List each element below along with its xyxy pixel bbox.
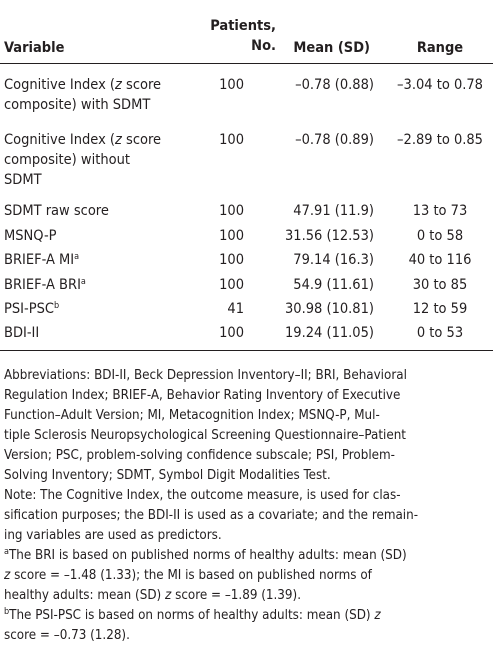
sup: a xyxy=(74,252,80,262)
text: SDMT raw score xyxy=(4,203,109,219)
cell-patients: 100 xyxy=(219,203,244,219)
text: healthy adults: mean (SD) xyxy=(4,588,166,603)
line: Note: The Cognitive Index, the outcome m… xyxy=(4,488,401,503)
sup: b xyxy=(53,301,60,311)
text: BRIEF-A BRI xyxy=(4,277,81,293)
text: score = –1.89 (1.39). xyxy=(171,588,301,603)
header-mean: Mean (SD) xyxy=(293,40,370,56)
text: SDMT xyxy=(4,172,42,188)
cell-mean: 54.9 (11.61) xyxy=(293,277,374,293)
line: bThe PSI-PSC is based on norms of health… xyxy=(4,606,490,626)
text: composite) without xyxy=(4,152,130,168)
footnote-b: bThe PSI-PSC is based on norms of health… xyxy=(4,606,490,646)
footnote-a: aThe BRI is based on published norms of … xyxy=(4,546,490,606)
cell-range: 13 to 73 xyxy=(412,203,468,219)
rule xyxy=(0,63,493,64)
cell-variable: PSI-PSCb xyxy=(4,299,59,319)
cell-mean: 31.56 (12.53) xyxy=(285,228,374,244)
text: Patients, xyxy=(210,18,276,34)
text: score = –1.48 (1.33); the MI is based on… xyxy=(10,568,372,583)
text: Cognitive Index ( xyxy=(4,77,116,93)
line: Solving Inventory; SDMT, Symbol Digit Mo… xyxy=(4,468,331,483)
line: score = –0.73 (1.28). xyxy=(4,626,490,646)
text: The BRI is based on published norms of h… xyxy=(8,548,407,563)
text: score = –0.73 (1.28). xyxy=(4,628,130,643)
cell-variable: BRIEF-A BRIa xyxy=(4,275,86,295)
text: Cognitive Index ( xyxy=(4,132,116,148)
italic: z xyxy=(4,568,11,583)
text: score xyxy=(121,132,162,148)
cell-mean: –0.78 (0.89) xyxy=(295,132,374,148)
sup: a xyxy=(80,277,86,287)
line: Version; PSC, problem-solving confidence… xyxy=(4,448,395,463)
cell-range: –2.89 to 0.85 xyxy=(397,132,483,148)
line: ing variables are used as predictors. xyxy=(4,528,222,543)
line: Regulation Index; BRIEF-A, Behavior Rati… xyxy=(4,388,401,403)
cell-variable: MSNQ-P xyxy=(4,226,57,246)
line: sification purposes; the BDI-II is used … xyxy=(4,508,419,523)
cell-variable: BRIEF-A MIa xyxy=(4,250,79,270)
text: score xyxy=(121,77,162,93)
cell-range: 0 to 58 xyxy=(416,228,464,244)
italic: z xyxy=(115,132,122,148)
cell-range: 0 to 53 xyxy=(416,325,464,341)
cell-mean: 30.98 (10.81) xyxy=(285,301,374,317)
line: Function–Adult Version; MI, Metacognitio… xyxy=(4,408,380,423)
cell-variable: SDMT raw score xyxy=(4,201,109,221)
text: PSI-PSC xyxy=(4,301,54,317)
sup: a xyxy=(4,547,9,557)
cell-mean: 79.14 (16.3) xyxy=(293,252,374,268)
text: MSNQ-P xyxy=(4,228,57,244)
text: The PSI-PSC is based on norms of healthy… xyxy=(9,608,375,623)
text: composite) with SDMT xyxy=(4,97,151,113)
cell-patients: 100 xyxy=(219,228,244,244)
cell-patients: 100 xyxy=(219,252,244,268)
note: Note: The Cognitive Index, the outcome m… xyxy=(4,486,490,546)
italic: z xyxy=(115,77,122,93)
header-patients: Patients, No. xyxy=(196,16,276,56)
cell-patients: 100 xyxy=(219,325,244,341)
cell-variable: Cognitive Index (z score composite) with … xyxy=(4,75,161,115)
cell-range: –3.04 to 0.78 xyxy=(397,77,483,93)
cell-range: 30 to 85 xyxy=(412,277,468,293)
cell-variable: BDI-II xyxy=(4,323,39,343)
notes: Abbreviations: BDI-II, Beck Depression I… xyxy=(4,366,490,646)
text: BDI-II xyxy=(4,325,40,341)
cell-mean: 19.24 (11.05) xyxy=(285,325,374,341)
italic: z xyxy=(374,608,381,623)
line: aThe BRI is based on published norms of … xyxy=(4,546,490,566)
cell-range: 12 to 59 xyxy=(412,301,468,317)
header-variable: Variable xyxy=(4,40,65,56)
abbreviations: Abbreviations: BDI-II, Beck Depression I… xyxy=(4,366,490,486)
cell-range: 40 to 116 xyxy=(408,252,472,268)
text: No. xyxy=(251,38,276,54)
cell-patients: 100 xyxy=(219,132,244,148)
cell-mean: –0.78 (0.88) xyxy=(295,77,374,93)
rule xyxy=(0,350,493,351)
cell-mean: 47.91 (11.9) xyxy=(293,203,374,219)
line: healthy adults: mean (SD) z score = –1.8… xyxy=(4,586,490,606)
header-range: Range xyxy=(416,40,464,56)
cell-variable: Cognitive Index (z score composite) witho… xyxy=(4,130,161,190)
italic: z xyxy=(165,588,172,603)
cell-patients: 100 xyxy=(219,277,244,293)
sup: b xyxy=(4,607,10,617)
text: BRIEF-A MI xyxy=(4,252,75,268)
line: z score = –1.48 (1.33); the MI is based … xyxy=(4,566,490,586)
line: tiple Sclerosis Neuropsychological Scree… xyxy=(4,428,406,443)
cell-patients: 100 xyxy=(219,77,244,93)
cell-patients: 41 xyxy=(227,301,244,317)
line: Abbreviations: BDI-II, Beck Depression I… xyxy=(4,368,407,383)
